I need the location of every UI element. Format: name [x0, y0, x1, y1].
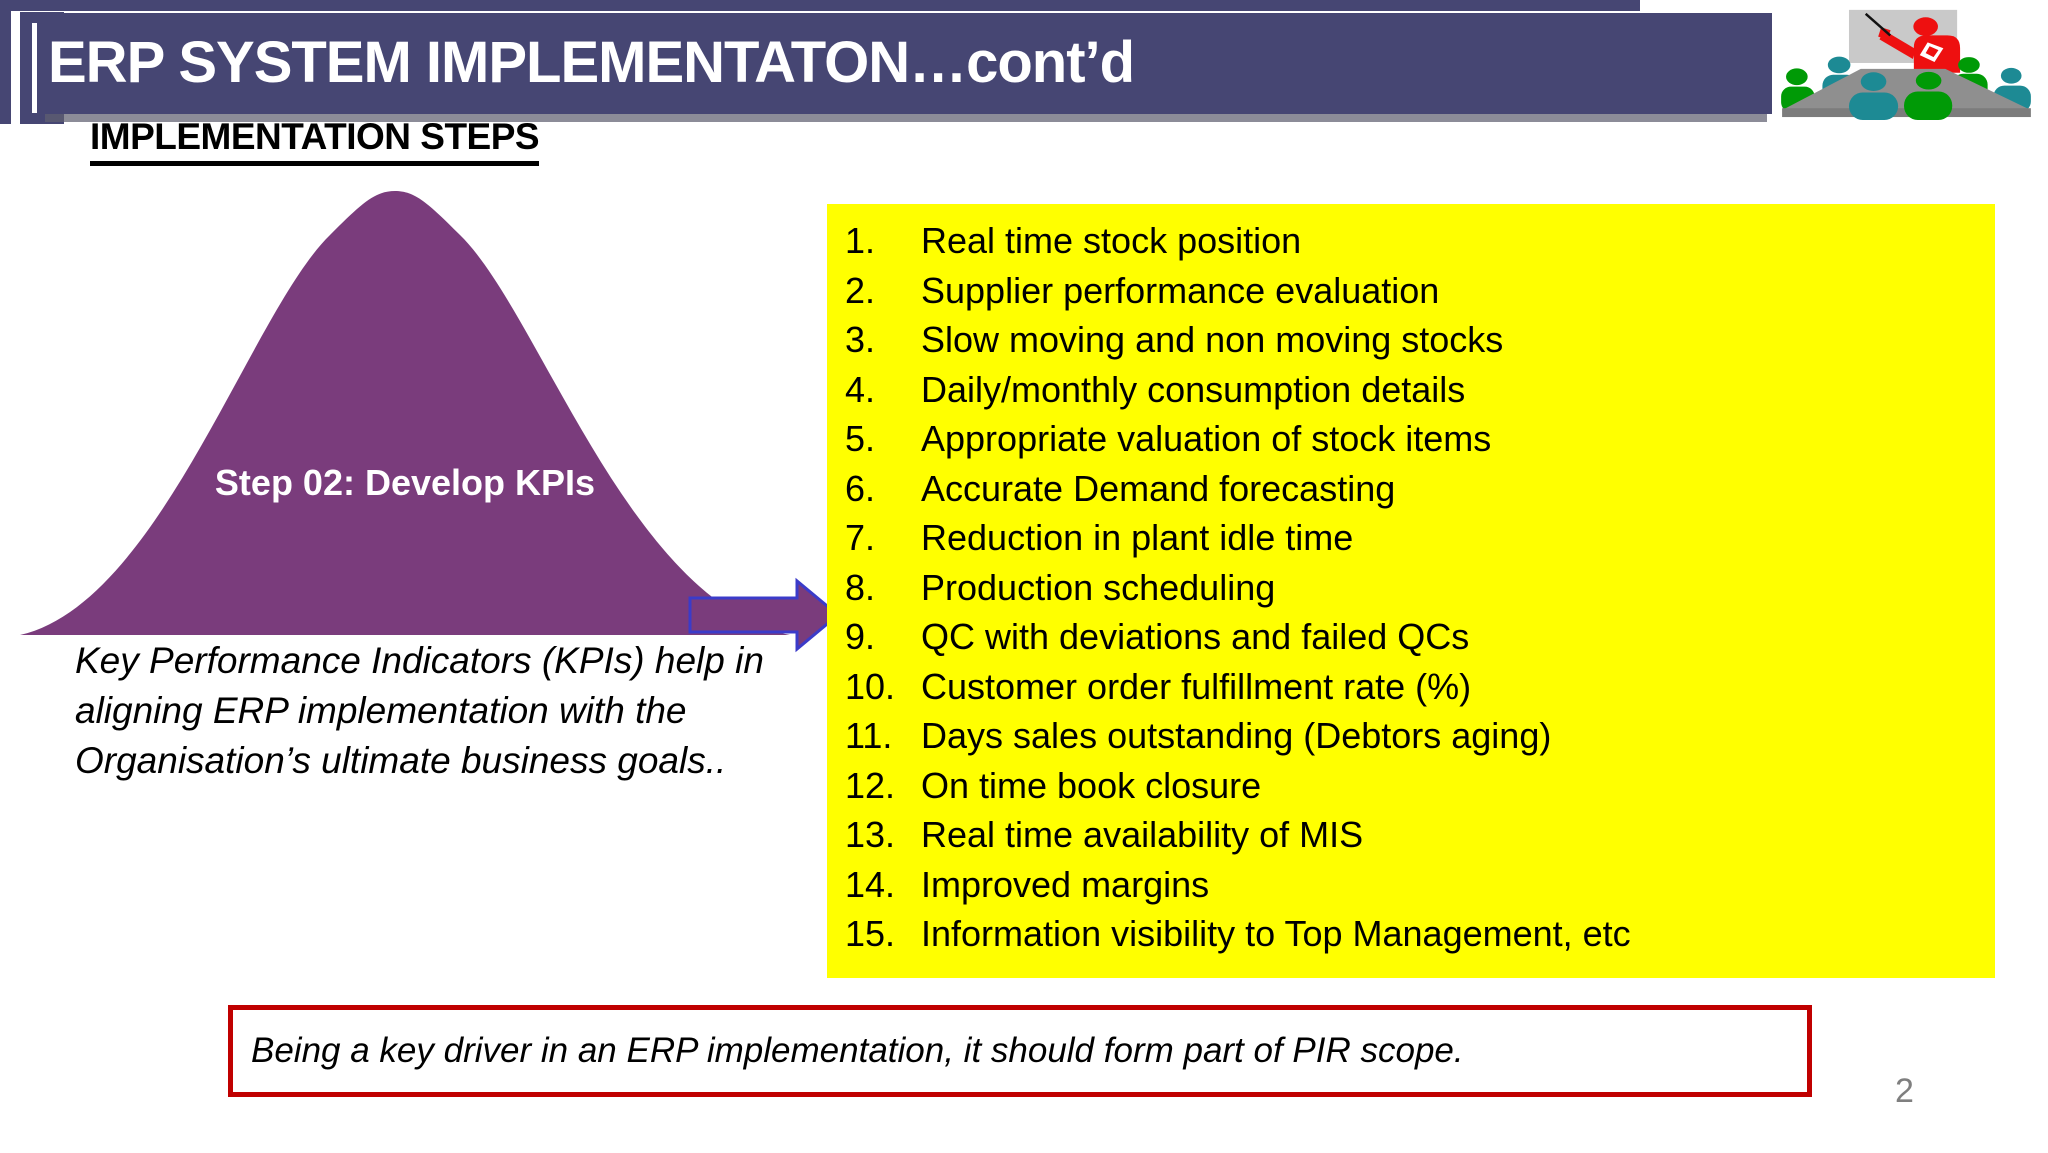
- audience-front-row: [1848, 71, 1953, 120]
- item-text: Information visibility to Top Management…: [921, 913, 1631, 954]
- item-text: Daily/monthly consumption details: [921, 368, 1466, 410]
- benefits-list: 1. Real time stock position 2. Supplier pe…: [827, 204, 1995, 959]
- list-item: 10. Customer order fulfillment rate (%): [845, 662, 1995, 712]
- list-item: 9. QC with deviations and failed QCs: [845, 612, 1995, 662]
- item-text: Real time stock position: [921, 220, 1302, 261]
- list-item: 2. Supplier performance evaluation: [845, 266, 1995, 316]
- item-text: Slow moving and non moving stocks: [921, 319, 1504, 360]
- pir-note-text: Being a key driver in an ERP implementat…: [251, 1031, 1464, 1070]
- list-item: 12. On time book closure: [845, 761, 1995, 811]
- item-text: Real time availability of MIS: [921, 814, 1364, 855]
- item-text: Customer order fulfillment rate (%): [921, 665, 1472, 707]
- benefits-highlight-box: 1. Real time stock position 2. Supplier pe…: [827, 204, 1995, 978]
- item-text: Production scheduling: [921, 566, 1276, 608]
- item-number: 8.: [845, 566, 876, 608]
- item-number: 7.: [845, 517, 876, 558]
- pir-note-box: Being a key driver in an ERP implementat…: [228, 1005, 1812, 1097]
- list-item: 15. Information visibility to Top Managem…: [845, 909, 1995, 959]
- header-bar-shadow: [45, 114, 1767, 122]
- pointer-stick-icon: [1864, 12, 1892, 37]
- list-item: 1. Real time stock position: [845, 216, 1995, 266]
- list-item: 5. Appropriate valuation of stock items: [845, 414, 1995, 464]
- slide-title: ERP SYSTEM IMPLEMENTATON…cont’d: [48, 30, 1135, 95]
- item-number: 14.: [845, 863, 896, 905]
- item-text: Improved margins: [921, 863, 1210, 905]
- list-item: 6. Accurate Demand forecasting: [845, 464, 1995, 514]
- list-item: 13. Real time availability of MIS: [845, 810, 1995, 860]
- list-item: 11. Days sales outstanding (Debtors aging…: [845, 711, 1995, 761]
- kpi-description: Key Performance Indicators (KPIs) help i…: [75, 640, 764, 781]
- list-item: 8. Production scheduling: [845, 563, 1995, 613]
- header-title-bar: ERP SYSTEM IMPLEMENTATON…cont’d: [37, 13, 1772, 114]
- item-text: Reduction in plant idle time: [921, 517, 1354, 558]
- bell-shape: [20, 191, 790, 635]
- item-number: 10.: [845, 665, 896, 707]
- list-item: 3. Slow moving and non moving stocks: [845, 315, 1995, 365]
- item-text: Appropriate valuation of stock items: [921, 418, 1492, 459]
- header-top-strip: [0, 0, 1640, 11]
- item-number: 3.: [845, 319, 876, 360]
- header-left-strip: [0, 0, 11, 124]
- item-number: 11.: [845, 715, 893, 756]
- item-number: 12.: [845, 764, 896, 806]
- presenter-icon: [1878, 17, 1961, 73]
- item-text: Days sales outstanding (Debtors aging): [921, 715, 1552, 756]
- presenter-audience-clipart: [1781, 9, 2031, 120]
- item-text: Accurate Demand forecasting: [921, 467, 1396, 509]
- page-number: 2: [1895, 1072, 1914, 1110]
- step-label: Step 02: Develop KPIs: [214, 462, 596, 503]
- item-text: On time book closure: [921, 764, 1262, 806]
- item-number: 1.: [845, 220, 876, 261]
- item-number: 9.: [845, 616, 876, 657]
- item-number: 4.: [845, 368, 876, 410]
- step-bell-curve: [20, 191, 840, 653]
- flow-arrow-icon: [688, 577, 840, 653]
- item-number: 2.: [845, 269, 876, 311]
- item-text: QC with deviations and failed QCs: [921, 616, 1470, 657]
- section-heading: IMPLEMENTATION STEPS: [90, 116, 540, 166]
- item-number: 13.: [845, 814, 896, 855]
- list-item: 7. Reduction in plant idle time: [845, 513, 1995, 563]
- item-number: 5.: [845, 418, 876, 459]
- item-number: 6.: [845, 467, 876, 509]
- list-item: 14. Improved margins: [845, 860, 1995, 910]
- item-number: 15.: [845, 913, 896, 954]
- list-item: 4. Daily/monthly consumption details: [845, 365, 1995, 415]
- item-text: Supplier performance evaluation: [921, 269, 1440, 311]
